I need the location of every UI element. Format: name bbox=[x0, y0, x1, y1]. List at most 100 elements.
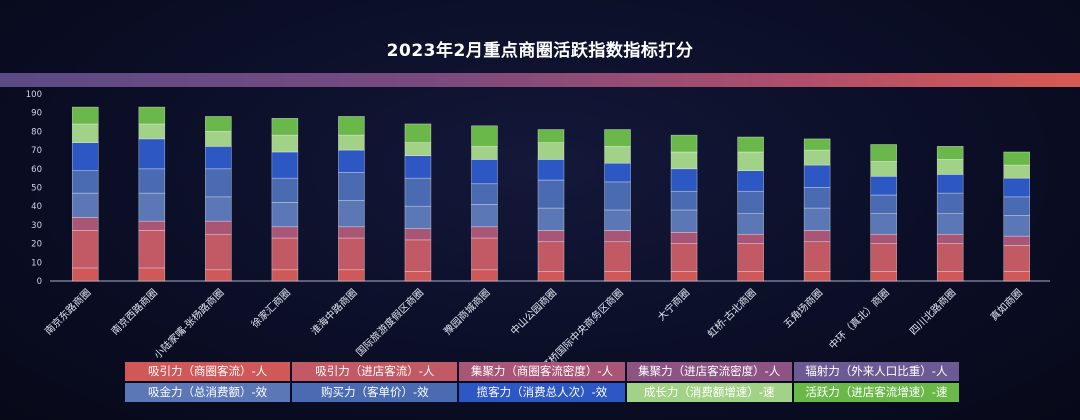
bar-segment bbox=[271, 134, 299, 153]
bar-segment bbox=[604, 271, 631, 282]
bar-segment bbox=[803, 138, 831, 151]
bar-segment bbox=[271, 202, 299, 228]
bar-segment bbox=[870, 194, 897, 214]
bar-segment bbox=[803, 271, 831, 282]
legend-item: 集聚力（商圈客流密度）-人 bbox=[459, 362, 625, 381]
y-tick-label: 80 bbox=[31, 127, 42, 137]
y-tick-label: 60 bbox=[31, 165, 42, 175]
bar-segment bbox=[670, 151, 698, 170]
bar-segment bbox=[205, 269, 232, 282]
bar-segment bbox=[737, 190, 764, 214]
bar-segment bbox=[670, 243, 698, 272]
legend-item: 购买力（客单价）-效 bbox=[292, 383, 458, 402]
bar-segment bbox=[138, 168, 166, 194]
bar-segment bbox=[803, 149, 831, 166]
y-tick-label: 30 bbox=[31, 221, 42, 231]
bar-segment bbox=[604, 129, 631, 147]
x-tick-label: 徐家汇商圈 bbox=[248, 286, 293, 331]
bar-segment bbox=[737, 243, 764, 272]
x-tick-label: 中环（真北）商圈 bbox=[826, 286, 892, 352]
bar-segment bbox=[205, 146, 232, 170]
bar-segment bbox=[471, 204, 498, 228]
bar-segment bbox=[338, 116, 365, 136]
bar-segment bbox=[670, 168, 698, 192]
x-tick-label: 中山公园商圈 bbox=[508, 286, 560, 338]
bar-segment bbox=[737, 213, 764, 235]
bar-segment bbox=[138, 267, 166, 282]
bar-segment bbox=[737, 233, 764, 244]
bar-segment bbox=[604, 162, 631, 183]
bar-segment bbox=[71, 170, 99, 194]
bar-segment bbox=[71, 142, 99, 171]
y-tick-label: 50 bbox=[31, 184, 42, 194]
bar-segment bbox=[936, 159, 964, 175]
bar-segment bbox=[737, 151, 764, 171]
bar-segment bbox=[404, 155, 432, 179]
legend-item: 活跃力（进店客流增速）-速 bbox=[793, 383, 959, 402]
bar-segment bbox=[670, 232, 698, 244]
bar-segment bbox=[71, 106, 99, 125]
bar-segment bbox=[936, 174, 964, 194]
bar-segment bbox=[936, 146, 964, 160]
bar-segment bbox=[537, 230, 565, 243]
bar-segment bbox=[138, 220, 166, 231]
bar-segment bbox=[604, 209, 631, 231]
legend-item: 吸引力（进店客流）-人 bbox=[292, 362, 458, 381]
bar-segment bbox=[936, 243, 964, 272]
bar-segment bbox=[604, 241, 631, 272]
bar-segment bbox=[936, 271, 964, 282]
bar-segment bbox=[338, 149, 365, 173]
bar-segment bbox=[338, 200, 365, 228]
bar-segment bbox=[205, 168, 232, 198]
bar-segment bbox=[604, 146, 631, 164]
bar-segment bbox=[138, 106, 166, 125]
bar-segment bbox=[1003, 235, 1031, 246]
bar-segment bbox=[1003, 164, 1031, 179]
bar-segment bbox=[537, 207, 565, 231]
bar-segment bbox=[737, 271, 764, 282]
bar-segment bbox=[1003, 177, 1031, 198]
bar-segment bbox=[271, 151, 299, 179]
bar-segment bbox=[71, 267, 99, 282]
x-tick-label: 南京西路商圈 bbox=[108, 286, 160, 338]
y-tick-label: 0 bbox=[37, 277, 42, 287]
bar-segment bbox=[670, 190, 698, 211]
legend-item: 揽客力（消费总人次）-效 bbox=[459, 383, 625, 402]
legend-item: 吸引力（商圈客流）-人 bbox=[125, 362, 291, 381]
bar-segment bbox=[138, 192, 166, 222]
x-tick-label: 四川北路商圈 bbox=[907, 286, 959, 338]
bar-segment bbox=[936, 213, 964, 235]
x-tick-label: 五角场商圈 bbox=[781, 286, 826, 331]
bar-segment bbox=[71, 123, 99, 143]
bar-segment bbox=[737, 170, 764, 192]
x-tick-label: 真如商圈 bbox=[987, 286, 1024, 323]
bar-segment bbox=[1003, 215, 1031, 237]
bar-segment bbox=[870, 271, 897, 282]
bar-segment bbox=[138, 123, 166, 140]
chart-title: 2023年2月重点商圈活跃指数指标打分 bbox=[386, 41, 694, 61]
bar-segment bbox=[71, 217, 99, 231]
bar-segment bbox=[604, 181, 631, 211]
bar-segment bbox=[71, 192, 99, 218]
bar-segment bbox=[670, 209, 698, 233]
bar-segment bbox=[803, 207, 831, 231]
decorative-gradient-band bbox=[0, 73, 1080, 87]
legend-item: 成长力（消费额增速）-速 bbox=[626, 383, 792, 402]
bar-segment bbox=[338, 226, 365, 239]
bar-segment bbox=[803, 164, 831, 188]
bar-segment bbox=[670, 271, 698, 282]
bar-segment bbox=[404, 142, 432, 157]
bar-segment bbox=[537, 159, 565, 181]
bar-segment bbox=[271, 226, 299, 239]
bar-segment bbox=[471, 159, 498, 185]
bar-segment bbox=[471, 237, 498, 271]
bar-segment bbox=[205, 116, 232, 132]
bar-segment bbox=[936, 233, 964, 244]
bar-segment bbox=[537, 179, 565, 209]
bar-segment bbox=[870, 243, 897, 272]
bar-segment bbox=[936, 192, 964, 214]
bar-segment bbox=[205, 131, 232, 147]
y-tick-label: 20 bbox=[31, 240, 42, 250]
bar-segment bbox=[1003, 245, 1031, 272]
bar-segment bbox=[404, 271, 432, 282]
